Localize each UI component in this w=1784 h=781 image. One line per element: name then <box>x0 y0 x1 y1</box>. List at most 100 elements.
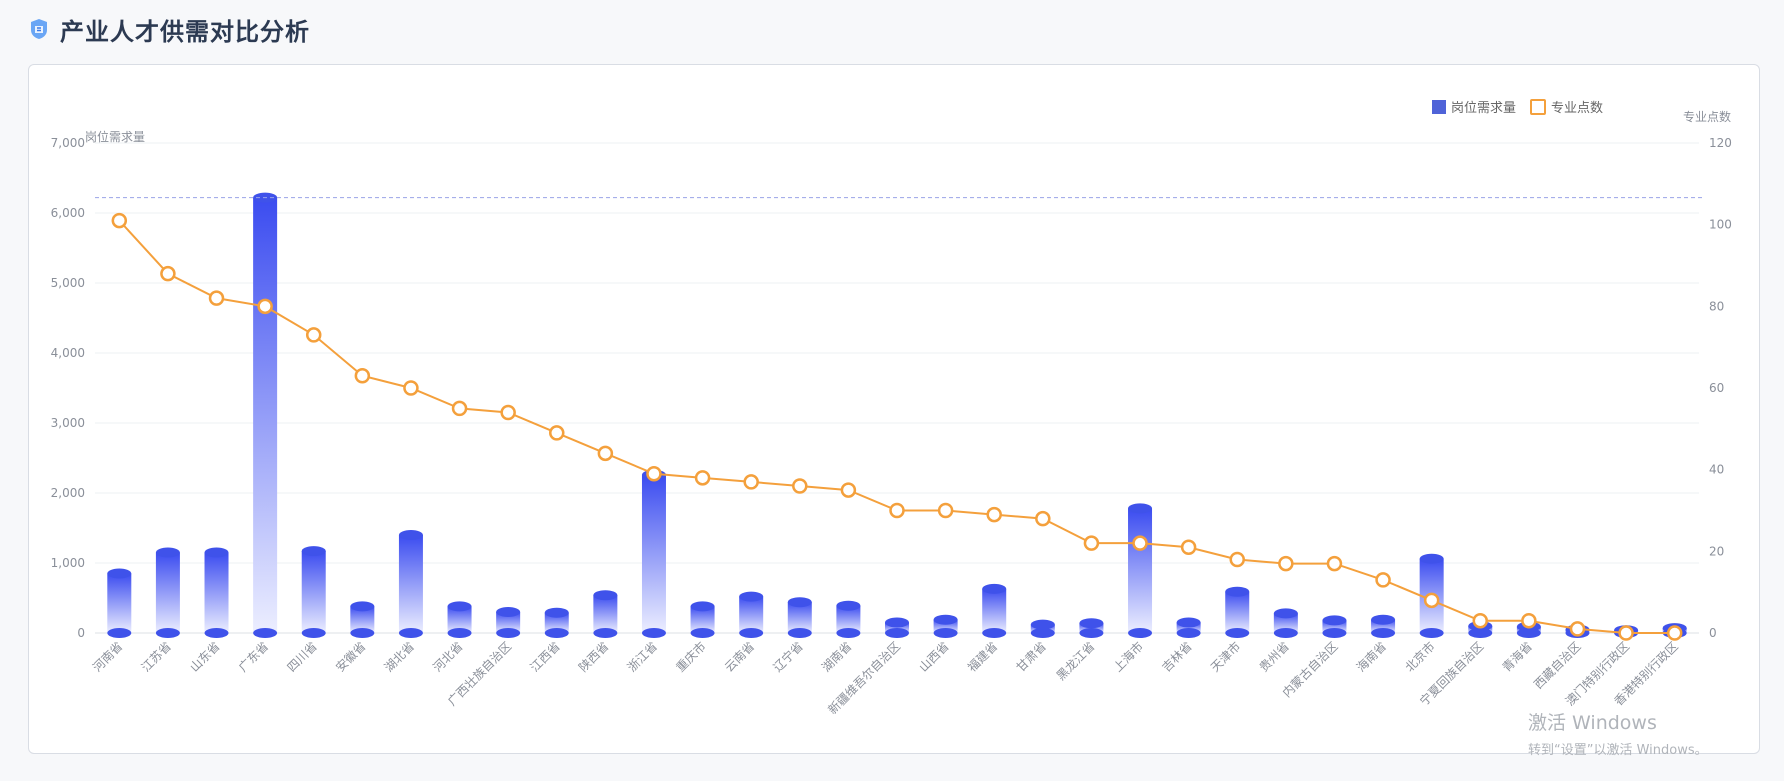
bar <box>1030 619 1055 638</box>
bar <box>1128 503 1153 638</box>
bar <box>301 546 326 638</box>
bar-cap <box>447 601 472 612</box>
bar-base <box>1273 628 1298 638</box>
bar <box>496 607 521 638</box>
x-tick-label: 吉林省 <box>1159 639 1194 674</box>
bar-body <box>544 612 569 633</box>
x-tick-label: 海南省 <box>1353 639 1389 675</box>
line-point <box>451 400 468 417</box>
bar <box>253 192 278 638</box>
bar <box>933 614 958 638</box>
x-tick-label: 广东省 <box>236 639 271 674</box>
bar-cap <box>1419 553 1444 564</box>
bar-cap <box>301 546 326 557</box>
line-point <box>111 212 128 229</box>
x-tick-label: 河南省 <box>89 639 125 675</box>
line-point <box>1666 625 1683 641</box>
bar-cap <box>1322 615 1347 626</box>
x-tick-label: 湖北省 <box>381 639 417 675</box>
bar <box>739 591 764 638</box>
bar-cap <box>933 614 958 625</box>
bar <box>447 601 472 638</box>
bar-cap <box>496 607 521 617</box>
legend-label-programs: 专业点数 <box>1550 101 1603 116</box>
bar-base <box>204 628 229 638</box>
y-left-tick-label: 1,000 <box>51 556 85 570</box>
bar-cap <box>398 530 423 540</box>
line-point <box>889 502 905 519</box>
bar-body <box>885 622 909 633</box>
bar-base <box>885 628 909 638</box>
bar-base <box>1419 628 1444 638</box>
line-point <box>792 478 808 494</box>
bar-base <box>1371 628 1396 638</box>
bar <box>593 590 618 638</box>
bar-body <box>496 612 521 633</box>
line-point <box>1569 621 1586 637</box>
bar-cap <box>350 601 375 612</box>
grid-lines <box>95 142 1699 634</box>
bar-base <box>593 628 618 638</box>
x-tick-label: 重庆市 <box>673 639 709 675</box>
bar-cap <box>1225 586 1250 597</box>
bar-body <box>253 197 278 633</box>
bar <box>398 530 423 638</box>
line-point <box>305 327 322 343</box>
bar <box>1079 618 1104 638</box>
x-tick-label: 甘肃省 <box>1014 639 1049 674</box>
x-tick-label: 陕西省 <box>575 639 611 675</box>
legend-item-demand[interactable]: 岗位需求量 <box>1431 97 1516 116</box>
bar-body <box>787 602 812 633</box>
bar-cap <box>155 547 180 558</box>
x-tick-label: 北京市 <box>1402 639 1438 675</box>
y-right-tick-label: 0 <box>1709 626 1717 640</box>
line-point <box>354 368 371 384</box>
bar-body <box>739 596 764 633</box>
bar-cap <box>544 607 569 618</box>
watermark-line1: 激活 Windows <box>1528 712 1657 734</box>
bar-cap <box>787 597 812 608</box>
bar <box>836 600 861 638</box>
bar-cap <box>1030 619 1055 630</box>
bar-body <box>593 595 618 633</box>
line-point <box>1278 555 1294 572</box>
bar <box>155 547 180 638</box>
y-right-tick-label: 100 <box>1709 218 1732 232</box>
legend-item-programs[interactable]: 专业点数 <box>1529 97 1603 116</box>
bar-cap <box>690 601 715 612</box>
line-point <box>646 466 662 482</box>
line-point <box>937 502 954 519</box>
line-point <box>208 290 225 306</box>
bar <box>690 601 715 638</box>
bar-base <box>982 628 1007 638</box>
bar-body <box>1176 622 1201 633</box>
bar <box>1176 617 1201 638</box>
bar-body <box>398 535 423 633</box>
bar-base <box>496 628 521 638</box>
x-tick-label: 黑龙江省 <box>1054 639 1098 683</box>
bar-series <box>107 192 1687 638</box>
bar-base <box>1322 628 1347 638</box>
y-left-tick-label: 2,000 <box>51 486 85 500</box>
line-point <box>1472 613 1489 629</box>
y-right-axis-title: 专业点数 <box>1683 109 1731 124</box>
y-left-tick-label: 6,000 <box>51 206 85 220</box>
line-point <box>1035 510 1051 527</box>
x-tick-label: 浙江省 <box>625 639 660 674</box>
line-point <box>160 265 176 282</box>
line-point <box>1083 535 1100 551</box>
chart-card: 岗位需求量 专业点数 0 1,000 2,000 3,000 4,000 5,000 6,0… <box>28 64 1760 754</box>
y-right-tick-label: 120 <box>1709 136 1732 150</box>
bar-body <box>204 552 229 633</box>
line-point <box>403 380 419 396</box>
bar-cap <box>885 617 909 628</box>
x-tick-label: 贵州省 <box>1257 639 1292 674</box>
bar-cap <box>1273 608 1298 619</box>
line-point <box>1132 535 1148 551</box>
shield-icon <box>31 19 47 39</box>
page-title: 产业人才供需对比分析 <box>60 17 310 46</box>
x-tick-label: 安徽省 <box>332 639 368 675</box>
bar <box>107 568 132 638</box>
chart-legend: 岗位需求量 专业点数 <box>1418 97 1603 116</box>
